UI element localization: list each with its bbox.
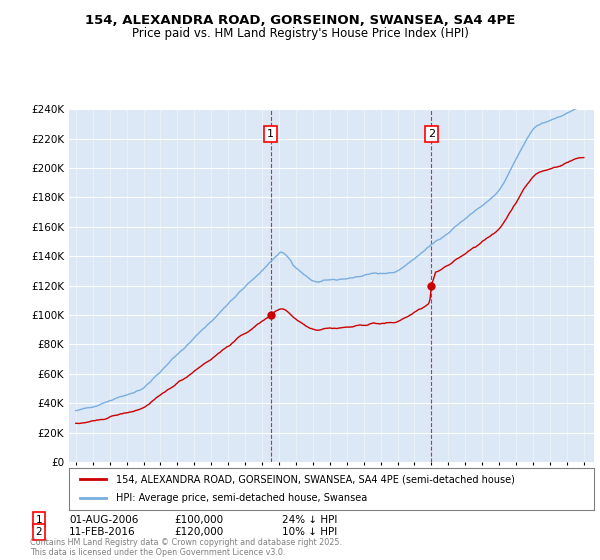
Text: 154, ALEXANDRA ROAD, GORSEINON, SWANSEA, SA4 4PE: 154, ALEXANDRA ROAD, GORSEINON, SWANSEA,… <box>85 14 515 27</box>
Text: 11-FEB-2016: 11-FEB-2016 <box>69 527 136 537</box>
Text: £100,000: £100,000 <box>174 515 223 525</box>
Text: 1: 1 <box>35 515 43 525</box>
Text: Contains HM Land Registry data © Crown copyright and database right 2025.
This d: Contains HM Land Registry data © Crown c… <box>30 538 342 557</box>
Text: 2: 2 <box>428 129 435 139</box>
Text: HPI: Average price, semi-detached house, Swansea: HPI: Average price, semi-detached house,… <box>116 493 367 503</box>
Text: 1: 1 <box>267 129 274 139</box>
Text: 24% ↓ HPI: 24% ↓ HPI <box>282 515 337 525</box>
Text: 154, ALEXANDRA ROAD, GORSEINON, SWANSEA, SA4 4PE (semi-detached house): 154, ALEXANDRA ROAD, GORSEINON, SWANSEA,… <box>116 474 515 484</box>
Text: 01-AUG-2006: 01-AUG-2006 <box>69 515 139 525</box>
Text: 2: 2 <box>35 527 43 537</box>
Text: 10% ↓ HPI: 10% ↓ HPI <box>282 527 337 537</box>
Text: £120,000: £120,000 <box>174 527 223 537</box>
Text: Price paid vs. HM Land Registry's House Price Index (HPI): Price paid vs. HM Land Registry's House … <box>131 27 469 40</box>
